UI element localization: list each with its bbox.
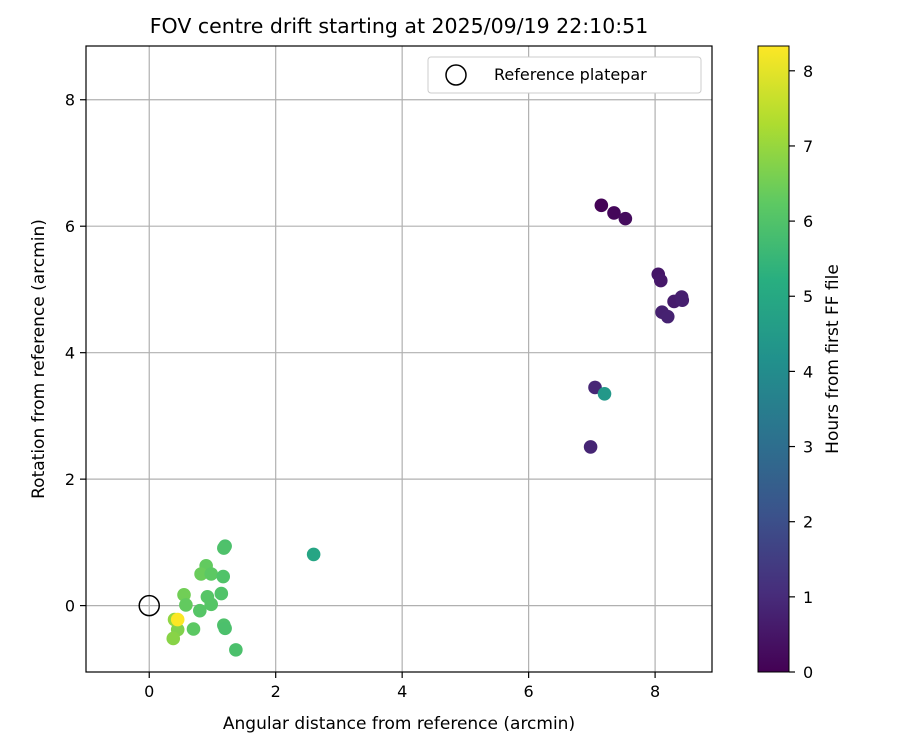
x-axis-label: Angular distance from reference (arcmin) — [223, 714, 575, 734]
data-point — [218, 621, 232, 636]
colorbar-tick-label: 8 — [803, 62, 813, 81]
plot-area — [86, 46, 712, 672]
data-point — [594, 198, 609, 213]
y-tick-label: 2 — [65, 470, 75, 489]
x-tick-label: 0 — [144, 682, 154, 701]
legend-label: Reference platepar — [494, 65, 647, 84]
colorbar-tick-label: 2 — [803, 513, 813, 532]
colorbar-tick-label: 0 — [803, 663, 813, 682]
data-point — [204, 567, 218, 581]
plot-frame — [85, 45, 713, 673]
colorbar-tick-label: 3 — [803, 438, 813, 457]
colorbar — [757, 45, 790, 673]
colorbar-tick-label: 5 — [803, 287, 813, 306]
data-point — [177, 588, 191, 602]
legend-box — [427, 56, 702, 94]
colorbar-label: Hours from first FF file — [823, 264, 843, 454]
data-point — [204, 597, 218, 612]
colorbar-tick-label: 4 — [803, 362, 813, 381]
x-tick-label: 4 — [397, 682, 407, 701]
data-point — [186, 622, 201, 636]
y-axis-label: Rotation from reference (arcmin) — [29, 219, 49, 499]
colorbar-tick-label: 1 — [803, 588, 813, 607]
y-tick-label: 4 — [65, 344, 75, 363]
y-tick-label: 6 — [65, 217, 75, 236]
data-point — [179, 598, 193, 612]
data-point — [306, 547, 321, 562]
y-tick-label: 8 — [65, 91, 75, 110]
data-point — [653, 273, 668, 288]
chart-title: FOV centre drift starting at 2025/09/19 … — [150, 14, 649, 38]
data-point — [166, 631, 181, 646]
colorbar-tick-label: 7 — [803, 137, 813, 156]
data-point — [193, 603, 207, 618]
legend-marker-open-circle — [445, 64, 467, 86]
data-point — [216, 569, 231, 584]
x-tick-label: 2 — [271, 682, 281, 701]
x-tick-label: 6 — [524, 682, 534, 701]
data-point — [597, 386, 612, 401]
reference-marker — [138, 594, 160, 617]
x-tick-label: 8 — [650, 682, 660, 701]
data-point — [675, 293, 690, 307]
legend: Reference platepar — [427, 56, 702, 94]
data-point — [660, 309, 675, 324]
data-points — [166, 198, 690, 657]
colorbar-ticks: 0 1 2 3 4 5 6 7 8 — [789, 62, 813, 682]
x-axis-ticks: 0 2 4 6 8 — [144, 672, 660, 701]
data-point — [194, 567, 208, 581]
data-point — [607, 206, 621, 220]
data-point — [217, 541, 231, 555]
y-tick-label: 0 — [65, 597, 75, 616]
data-point — [214, 586, 229, 601]
data-point — [583, 440, 598, 454]
data-point — [618, 211, 633, 226]
y-axis-ticks: 0 2 4 6 8 — [65, 91, 86, 616]
colorbar-tick-label: 6 — [803, 212, 813, 231]
data-point — [229, 643, 243, 657]
data-point — [170, 612, 185, 627]
